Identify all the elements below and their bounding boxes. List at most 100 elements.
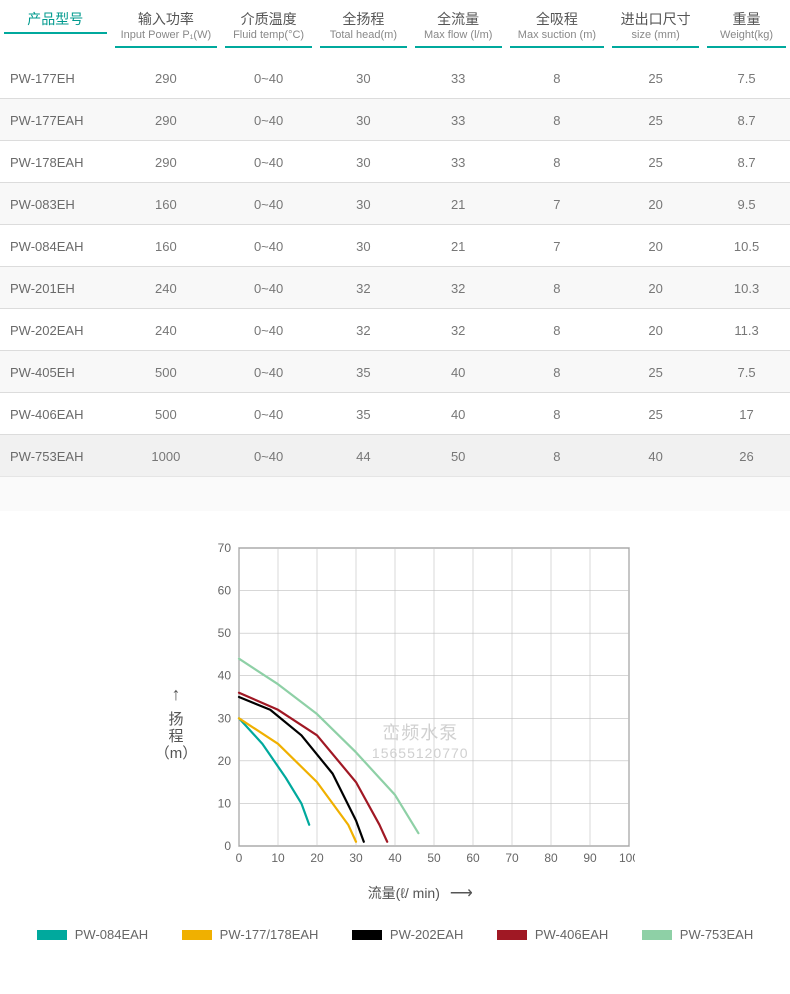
- cell: 20: [608, 182, 703, 224]
- cell: 8: [506, 266, 609, 308]
- legend-item: PW-753EAH: [642, 927, 753, 942]
- col-header-1: 输入功率Input Power P₁(W): [111, 0, 222, 56]
- cell: 8: [506, 350, 609, 392]
- cell: PW-177EAH: [0, 98, 111, 140]
- cell: 8: [506, 56, 609, 98]
- chart-legend: PW-084EAH PW-177/178EAH PW-202EAH PW-406EAH…: [0, 913, 790, 970]
- svg-text:60: 60: [218, 584, 232, 598]
- header-underline: [415, 46, 502, 48]
- cell: 32: [411, 308, 506, 350]
- svg-text:50: 50: [218, 627, 232, 641]
- table-row: PW-083EH1600~4030217209.5: [0, 182, 790, 224]
- svg-text:90: 90: [584, 851, 598, 865]
- legend-label: PW-202EAH: [390, 927, 463, 942]
- cell: 10.3: [703, 266, 790, 308]
- header-en: Max suction (m): [506, 28, 609, 42]
- cell: 21: [411, 182, 506, 224]
- legend-label: PW-406EAH: [535, 927, 608, 942]
- table-row: PW-753EAH10000~40445084026: [0, 434, 790, 476]
- cell: 30: [316, 56, 411, 98]
- cell: 20: [608, 224, 703, 266]
- cell: 160: [111, 224, 222, 266]
- cell: 7: [506, 182, 609, 224]
- header-underline: [115, 46, 218, 48]
- svg-text:60: 60: [467, 851, 481, 865]
- cell: 9.5: [703, 182, 790, 224]
- legend-label: PW-753EAH: [680, 927, 753, 942]
- svg-text:0: 0: [225, 839, 232, 853]
- cell: 290: [111, 98, 222, 140]
- cell: PW-406EAH: [0, 392, 111, 434]
- cell: 25: [608, 392, 703, 434]
- cell: PW-201EH: [0, 266, 111, 308]
- header-underline: [707, 46, 786, 48]
- header-underline: [225, 46, 312, 48]
- cell: 30: [316, 182, 411, 224]
- cell: PW-083EH: [0, 182, 111, 224]
- cell: 10.5: [703, 224, 790, 266]
- cell: 290: [111, 140, 222, 182]
- header-en: Input Power P₁(W): [111, 28, 222, 42]
- table-row: PW-406EAH5000~40354082517: [0, 392, 790, 434]
- cell: 40: [411, 350, 506, 392]
- col-header-5: 全吸程Max suction (m): [506, 0, 609, 56]
- section-divider: [0, 476, 790, 512]
- svg-text:50: 50: [428, 851, 442, 865]
- header-en: Total head(m): [316, 28, 411, 42]
- cell: 25: [608, 56, 703, 98]
- header-underline: [510, 46, 605, 48]
- cell: 0~40: [221, 140, 316, 182]
- cell: 30: [316, 98, 411, 140]
- cell: 7.5: [703, 56, 790, 98]
- legend-swatch: [37, 930, 67, 940]
- cell: 35: [316, 392, 411, 434]
- legend-label: PW-084EAH: [75, 927, 148, 942]
- cell: 8: [506, 308, 609, 350]
- legend-swatch: [352, 930, 382, 940]
- header-cn: 介质温度: [221, 10, 316, 28]
- col-header-0: 产品型号: [0, 0, 111, 56]
- cell: 25: [608, 140, 703, 182]
- cell: 500: [111, 392, 222, 434]
- cell: 0~40: [221, 434, 316, 476]
- cell: 0~40: [221, 98, 316, 140]
- cell: 0~40: [221, 266, 316, 308]
- x-axis-label: 流量(ℓ/ min)⟶: [205, 883, 635, 903]
- cell: 40: [608, 434, 703, 476]
- cell: PW-753EAH: [0, 434, 111, 476]
- header-cn: 进出口尺寸: [608, 10, 703, 28]
- col-header-3: 全扬程Total head(m): [316, 0, 411, 56]
- table-row: PW-177EH2900~4030338257.5: [0, 56, 790, 98]
- table-row: PW-405EH5000~4035408257.5: [0, 350, 790, 392]
- cell: 160: [111, 182, 222, 224]
- cell: 240: [111, 308, 222, 350]
- cell: PW-178EAH: [0, 140, 111, 182]
- cell: 30: [316, 140, 411, 182]
- header-en: Max flow (l/m): [411, 28, 506, 42]
- col-header-2: 介质温度Fluid temp(°C): [221, 0, 316, 56]
- header-en: size (mm): [608, 28, 703, 42]
- cell: 240: [111, 266, 222, 308]
- header-underline: [612, 46, 699, 48]
- col-header-4: 全流量Max flow (l/m): [411, 0, 506, 56]
- cell: 8: [506, 140, 609, 182]
- svg-text:40: 40: [389, 851, 403, 865]
- cell: 33: [411, 56, 506, 98]
- cell: 8: [506, 392, 609, 434]
- col-header-7: 重量Weight(kg): [703, 0, 790, 56]
- cell: PW-202EAH: [0, 308, 111, 350]
- table-row: PW-201EH2400~40323282010.3: [0, 266, 790, 308]
- cell: 0~40: [221, 350, 316, 392]
- cell: 44: [316, 434, 411, 476]
- cell: 8.7: [703, 140, 790, 182]
- cell: 33: [411, 140, 506, 182]
- header-cn: 全吸程: [506, 10, 609, 28]
- table-row: PW-178EAH2900~4030338258.7: [0, 140, 790, 182]
- cell: 30: [316, 224, 411, 266]
- legend-swatch: [182, 930, 212, 940]
- header-underline: [320, 46, 407, 48]
- header-cn: 产品型号: [0, 10, 111, 28]
- header-cn: 全扬程: [316, 10, 411, 28]
- legend-item: PW-177/178EAH: [182, 927, 319, 942]
- header-underline: [4, 32, 107, 34]
